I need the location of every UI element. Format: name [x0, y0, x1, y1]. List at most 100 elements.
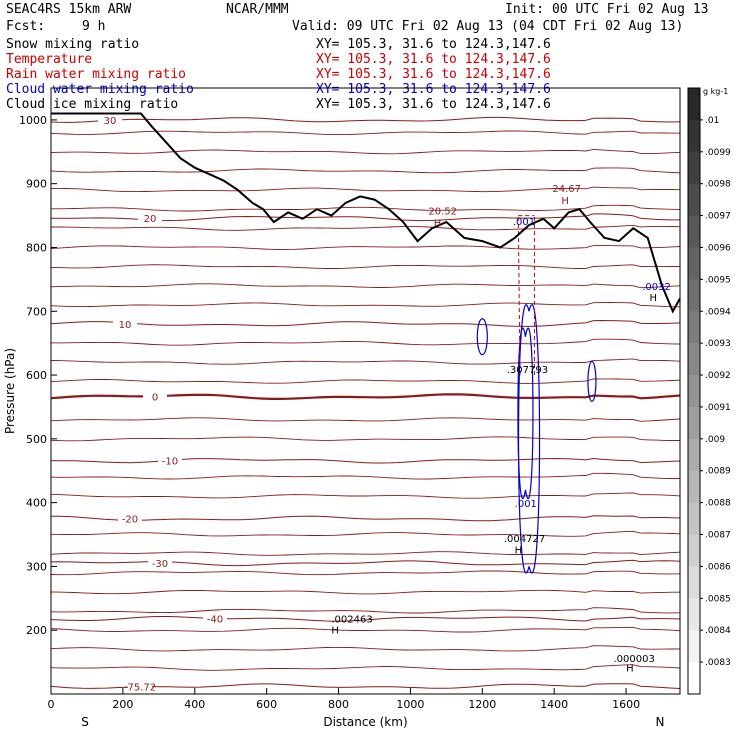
isotherm-label-bg: [138, 212, 162, 225]
colorbar-label: .0087: [705, 531, 731, 541]
terrain-profile: [51, 112, 681, 314]
field-xy-rain: XY= 105.3, 31.6 to 124.3,147.6: [316, 67, 551, 82]
x-tick-label: 200: [112, 698, 133, 711]
cloud-water-contour: [517, 304, 541, 574]
isotherm-label-bg: [203, 612, 227, 625]
isotherm-line: [50, 472, 680, 480]
colorbar-label: .0096: [705, 243, 731, 253]
extremum-label: H: [561, 196, 569, 207]
colorbar-label: .0094: [705, 307, 731, 317]
isotherm-label-bg: [98, 113, 122, 126]
colorbar-label: .0088: [705, 499, 731, 509]
isotherm-line: [50, 378, 681, 384]
cloud-water-contour: [476, 318, 488, 356]
isotherm-line: [50, 283, 681, 289]
isotherm-label: 10: [119, 320, 132, 331]
isotherm-line: [50, 626, 681, 633]
extremum-label: .004727: [504, 534, 545, 545]
isotherm-line: [50, 245, 681, 250]
x-tick-label: 400: [184, 698, 205, 711]
colorbar-swatch: [688, 88, 700, 121]
x-tick-label: 1400: [540, 698, 568, 711]
field-xy-temperature: XY= 105.3, 31.6 to 124.3,147.6: [316, 52, 551, 67]
colorbar-swatch: [688, 438, 700, 472]
extremum-label: .001: [515, 499, 537, 510]
colorbar-label: .0084: [705, 626, 731, 636]
colorbar: .01 .0099 .0098 .0097 .0096 .0095 .0094 .0093 .0…: [687, 87, 731, 695]
isotherm-label: -40: [207, 615, 223, 626]
isotherm-label: 30: [104, 116, 117, 127]
intermediate-isotherms: [50, 130, 681, 671]
terrain-line: [51, 112, 681, 314]
colorbar-swatch: [688, 598, 700, 631]
isotherm-label: -30: [152, 559, 168, 570]
colorbar-label: .0095: [705, 275, 731, 285]
x-tick-label: 800: [328, 698, 349, 711]
extremum-label: .002463: [331, 615, 372, 626]
colorbar-swatch: [688, 247, 700, 280]
colorbar-label: .0097: [705, 212, 731, 222]
y-tick-label: 900: [26, 178, 47, 191]
colorbar-label: .0085: [705, 594, 731, 604]
y-tick-label: 400: [26, 497, 47, 510]
field-xy-snow: XY= 105.3, 31.6 to 124.3,147.6: [316, 37, 551, 52]
y-tick-label: 500: [26, 433, 47, 446]
isotherm-line: [50, 559, 681, 567]
field-name-rain: Rain water mixing ratio: [6, 67, 187, 82]
isotherm-line: [50, 683, 681, 689]
isotherm-label: 0: [152, 393, 158, 404]
colorbar-label: .0098: [705, 180, 731, 190]
y-tick-label: 200: [26, 624, 47, 637]
field-name-snow: Snow mixing ratio: [6, 37, 140, 52]
model-title: SEAC4RS 15km ARW: [6, 2, 132, 17]
field-xy-cloud-water: XY= 105.3, 31.6 to 124.3,147.6: [316, 82, 551, 97]
colorbar-swatch: [688, 470, 700, 504]
extremum-label: 20.52: [428, 206, 457, 217]
isotherm-label-bg: [158, 454, 182, 467]
extremum-label: H: [434, 218, 442, 229]
colorbar-swatch: [688, 343, 700, 376]
isotherm-line: [50, 607, 681, 614]
colorbar-swatch: [688, 662, 700, 695]
isotherm-line: [51, 204, 681, 212]
colorbar-swatch: [688, 534, 700, 567]
isotherm-label-bg: [128, 680, 152, 693]
colorbar-swatch: [688, 151, 700, 185]
colorbar-label: .0099: [705, 148, 731, 158]
colorbar-unit: g kg-1: [703, 87, 728, 96]
center-title: NCAR/MMM: [226, 2, 289, 17]
isotherm-label: -20: [122, 515, 138, 526]
isotherm-label: -10: [162, 457, 178, 468]
isotherm-line: [50, 358, 681, 365]
colorbar-label: .0091: [705, 403, 731, 413]
colorbar-swatch: [688, 375, 700, 408]
isotherm-line: [50, 319, 681, 327]
isotherm-line: [50, 570, 681, 576]
isotherm-line: [50, 616, 681, 622]
isotherm-label-bg: [118, 512, 142, 525]
cloud-water-contour: [517, 327, 534, 500]
cloud-water-contours: [476, 304, 597, 574]
isotherm-line: [50, 417, 681, 422]
y-tick-label: 800: [26, 241, 47, 254]
field-xy-cloud-ice: XY= 105.3, 31.6 to 124.3,147.6: [316, 97, 551, 112]
isotherm-line: [50, 492, 681, 499]
isotherm-line: [50, 530, 681, 537]
axes: 0 200 400 600 800 1000 1200 1400 160020030040050…: [3, 114, 664, 729]
isotherm-line: [50, 457, 681, 464]
isotherm-label-bg: [143, 390, 167, 403]
rain-water-contour: [517, 215, 535, 376]
extremum-label: H: [626, 664, 634, 675]
isotherm-label-bg: [148, 557, 172, 570]
colorbar-label: .01: [705, 116, 719, 126]
plot-frame: [50, 87, 681, 695]
extremum-label: H: [515, 546, 523, 557]
isotherm-line: [50, 167, 681, 174]
extremum-label: .307793: [507, 365, 548, 376]
y-tick-label: 700: [26, 305, 47, 318]
colorbar-swatch: [688, 502, 700, 536]
isotherm-line: [50, 130, 681, 136]
isotherm-line: [50, 148, 681, 155]
isotherm-line: [50, 264, 681, 269]
colorbar-label: .0086: [705, 562, 731, 572]
